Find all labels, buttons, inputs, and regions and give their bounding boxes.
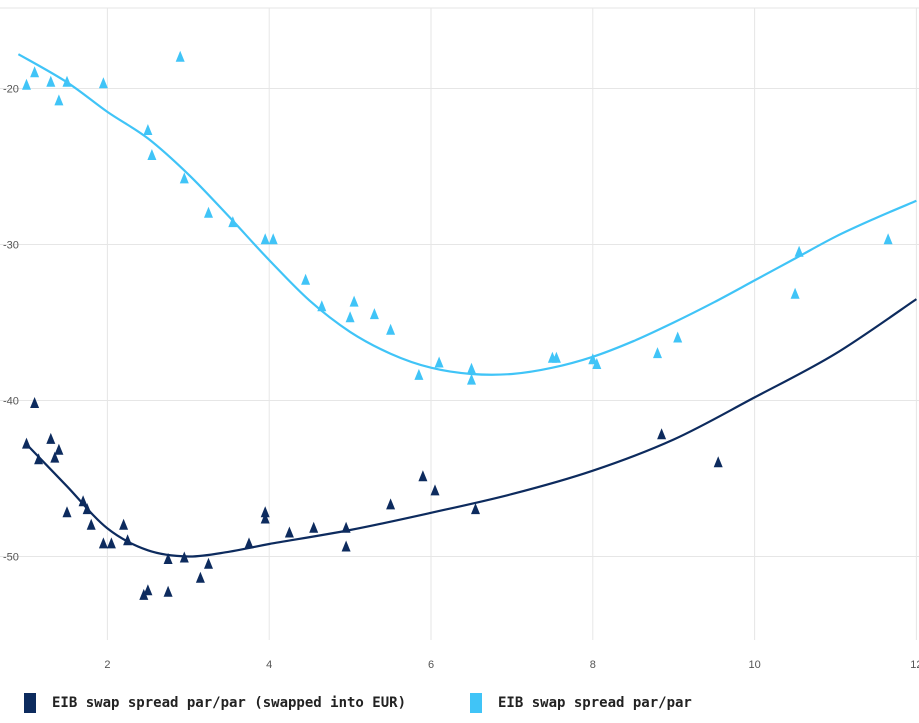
data-point-series-1[interactable] xyxy=(434,356,444,368)
data-point-series-0[interactable] xyxy=(260,512,270,524)
data-point-series-0[interactable] xyxy=(82,503,92,515)
data-point-series-0[interactable] xyxy=(54,443,64,455)
data-point-series-1[interactable] xyxy=(175,50,185,62)
data-point-series-0[interactable] xyxy=(657,428,667,440)
data-point-series-0[interactable] xyxy=(78,495,88,507)
data-point-series-1[interactable] xyxy=(147,149,157,160)
data-point-series-1[interactable] xyxy=(386,323,396,335)
grid xyxy=(0,7,919,640)
data-point-series-0[interactable] xyxy=(195,571,205,583)
data-point-series-0[interactable] xyxy=(244,537,254,549)
data-point-series-0[interactable] xyxy=(143,584,153,596)
x-tick-label: 6 xyxy=(428,659,434,671)
data-point-series-1[interactable] xyxy=(790,287,800,299)
data-point-series-1[interactable] xyxy=(551,351,561,363)
data-point-series-1[interactable] xyxy=(62,75,72,87)
data-point-series-0[interactable] xyxy=(22,437,31,449)
data-point-series-1[interactable] xyxy=(588,353,598,365)
data-point-series-0[interactable] xyxy=(471,503,480,515)
data-point-series-0[interactable] xyxy=(713,456,723,468)
data-point-series-1[interactable] xyxy=(673,331,683,343)
data-point-series-1[interactable] xyxy=(301,273,311,285)
y-tick-label: -50 xyxy=(3,552,19,564)
data-point-series-0[interactable] xyxy=(62,506,72,518)
data-point-series-0[interactable] xyxy=(163,553,173,564)
data-point-series-1[interactable] xyxy=(204,206,213,218)
data-point-series-1[interactable] xyxy=(592,358,602,369)
data-point-series-1[interactable] xyxy=(54,94,64,106)
data-point-series-0[interactable] xyxy=(341,521,351,533)
data-point-series-1[interactable] xyxy=(98,77,108,89)
trend-line-series-0 xyxy=(25,298,918,558)
data-point-series-0[interactable] xyxy=(119,518,129,530)
data-point-series-0[interactable] xyxy=(284,526,294,538)
data-point-series-0[interactable] xyxy=(98,537,108,549)
spread-chart: -50 -40 -30 -20 2 4 6 8 10 12 xyxy=(0,7,919,672)
y-tick-label: -30 xyxy=(3,240,19,252)
data-point-series-1[interactable] xyxy=(179,172,189,184)
data-point-series-1[interactable] xyxy=(349,295,359,307)
data-point-series-0[interactable] xyxy=(86,518,96,530)
data-point-series-1[interactable] xyxy=(794,245,804,257)
data-point-series-1[interactable] xyxy=(228,216,238,228)
data-point-series-1[interactable] xyxy=(143,124,153,135)
data-points xyxy=(22,50,893,600)
data-point-series-0[interactable] xyxy=(163,585,173,597)
data-point-series-0[interactable] xyxy=(179,551,189,563)
data-point-series-0[interactable] xyxy=(34,453,44,465)
x-tick-label: 8 xyxy=(590,659,596,671)
data-point-series-0[interactable] xyxy=(106,537,116,549)
data-point-series-0[interactable] xyxy=(123,534,133,546)
data-point-series-0[interactable] xyxy=(204,557,213,569)
data-point-series-1[interactable] xyxy=(317,300,327,312)
legend-swatch-par xyxy=(470,693,482,713)
data-point-series-1[interactable] xyxy=(369,308,379,320)
data-point-series-1[interactable] xyxy=(260,233,270,245)
data-point-series-1[interactable] xyxy=(268,233,278,245)
data-point-series-0[interactable] xyxy=(46,432,56,444)
data-point-series-0[interactable] xyxy=(418,470,428,482)
data-point-series-0[interactable] xyxy=(50,451,60,463)
data-point-series-1[interactable] xyxy=(883,233,893,245)
legend-label-eur: EIB swap spread par/par (swapped into EU… xyxy=(52,695,407,711)
data-point-series-0[interactable] xyxy=(309,521,319,533)
data-point-series-0[interactable] xyxy=(341,540,351,552)
data-point-series-1[interactable] xyxy=(467,362,476,374)
y-tick-label: -20 xyxy=(3,84,19,96)
data-point-series-1[interactable] xyxy=(653,347,662,359)
data-point-series-1[interactable] xyxy=(467,373,476,385)
x-tick-label: 2 xyxy=(104,659,110,671)
x-tick-label: 4 xyxy=(266,659,272,671)
trend-line-series-1 xyxy=(17,53,917,376)
data-point-series-1[interactable] xyxy=(414,368,424,380)
legend: EIB swap spread par/par (swapped into EU… xyxy=(0,690,919,720)
data-point-series-0[interactable] xyxy=(430,484,440,496)
data-point-series-0[interactable] xyxy=(386,498,396,510)
legend-swatch-eur xyxy=(24,693,36,713)
x-tick-label: 12 xyxy=(910,659,919,671)
trend-lines xyxy=(17,53,918,558)
legend-item-par[interactable]: EIB swap spread par/par xyxy=(470,690,692,716)
data-point-series-0[interactable] xyxy=(30,397,40,408)
data-point-series-1[interactable] xyxy=(46,75,56,87)
data-point-series-1[interactable] xyxy=(345,311,355,323)
legend-label-par: EIB swap spread par/par xyxy=(498,695,692,711)
y-tick-label: -40 xyxy=(3,396,19,408)
data-point-series-1[interactable] xyxy=(22,78,31,90)
axes: -50 -40 -30 -20 2 4 6 8 10 12 xyxy=(3,84,919,672)
x-tick-label: 10 xyxy=(748,659,760,671)
data-point-series-0[interactable] xyxy=(260,506,270,518)
legend-item-eur[interactable]: EIB swap spread par/par (swapped into EU… xyxy=(24,690,406,716)
data-point-series-1[interactable] xyxy=(30,66,40,78)
